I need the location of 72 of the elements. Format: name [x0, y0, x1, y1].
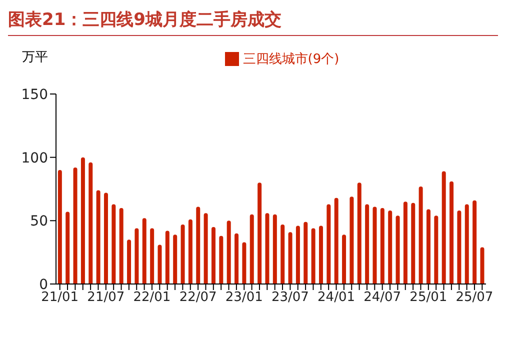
bar	[88, 162, 93, 284]
bar	[403, 202, 408, 284]
bar	[112, 204, 116, 284]
bar	[211, 227, 216, 284]
bar	[66, 212, 70, 284]
bar	[104, 192, 108, 284]
bar	[480, 247, 484, 284]
bar	[411, 202, 416, 284]
bar	[226, 220, 231, 284]
bar	[304, 222, 308, 284]
bar	[434, 216, 438, 284]
bar	[165, 230, 170, 284]
bar	[426, 209, 430, 284]
bar	[296, 226, 300, 284]
y-tick-label: 150	[21, 86, 48, 103]
bar	[142, 218, 146, 284]
bar	[450, 181, 454, 284]
bar	[265, 213, 270, 284]
bar	[180, 224, 185, 284]
legend-label: 三四线城市(9个)	[242, 52, 340, 67]
chart-title: 图表21：三四线9城月度二手房成交	[8, 8, 498, 36]
bar	[457, 210, 462, 284]
bar	[272, 214, 277, 284]
bar	[288, 232, 292, 284]
bar	[418, 186, 423, 284]
bar	[464, 204, 469, 284]
bar	[350, 196, 354, 284]
bar	[96, 190, 100, 284]
bar	[219, 236, 224, 284]
bar	[365, 204, 370, 284]
bar	[280, 224, 285, 284]
bar	[342, 234, 346, 284]
bar	[188, 219, 192, 284]
bar	[80, 157, 85, 284]
bar	[196, 206, 200, 284]
x-tick-label: 21/01	[41, 290, 79, 306]
x-tick-label: 23/07	[271, 290, 309, 306]
bar	[242, 242, 246, 284]
x-tick-label: 22/01	[133, 290, 171, 306]
x-tick-label: 24/07	[364, 290, 402, 306]
bar	[318, 226, 323, 284]
bar	[442, 171, 446, 284]
bar	[372, 206, 377, 284]
bar	[234, 233, 239, 284]
bar	[472, 200, 477, 284]
bar	[73, 167, 78, 284]
bar	[388, 210, 392, 284]
bar	[311, 228, 316, 284]
bar	[173, 234, 178, 284]
x-tick-label: 24/01	[318, 290, 355, 306]
x-tick-label: 25/01	[410, 290, 448, 306]
bar	[134, 228, 139, 284]
x-tick-label: 22/07	[179, 290, 217, 306]
bar	[58, 170, 62, 284]
bar	[150, 228, 154, 284]
bar	[357, 182, 362, 284]
bar	[258, 182, 262, 284]
bar	[127, 240, 132, 284]
bar	[334, 198, 338, 284]
x-tick-label: 23/01	[225, 290, 263, 306]
y-tick-label: 100	[21, 150, 48, 166]
x-tick-label: 25/07	[456, 290, 494, 306]
x-tick-label: 21/07	[87, 290, 125, 306]
bar	[250, 214, 254, 284]
bar	[326, 204, 331, 284]
y-tick-label: 50	[30, 214, 48, 230]
bar	[158, 244, 162, 284]
bar	[204, 213, 208, 284]
bar	[380, 208, 384, 284]
y-axis-title: 万平	[22, 49, 48, 66]
bar	[396, 216, 400, 284]
bar	[119, 208, 124, 284]
